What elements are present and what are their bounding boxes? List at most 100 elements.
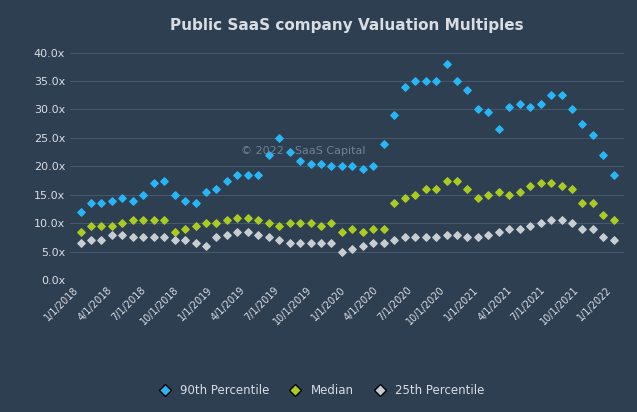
- Point: [577, 226, 587, 232]
- Point: [347, 226, 357, 232]
- Point: [546, 180, 556, 187]
- Point: [420, 78, 431, 84]
- Legend: 90th Percentile, Median, 25th Percentile: 90th Percentile, Median, 25th Percentile: [148, 379, 489, 402]
- Point: [462, 86, 473, 93]
- Point: [598, 234, 608, 241]
- Point: [222, 217, 232, 224]
- Point: [127, 234, 138, 241]
- Point: [117, 194, 127, 201]
- Point: [483, 109, 494, 116]
- Point: [138, 234, 148, 241]
- Point: [96, 237, 106, 243]
- Point: [462, 234, 473, 241]
- Point: [494, 189, 504, 195]
- Point: [138, 192, 148, 198]
- Point: [233, 214, 243, 221]
- Point: [243, 172, 253, 178]
- Point: [180, 226, 190, 232]
- Point: [347, 163, 357, 170]
- Point: [609, 217, 619, 224]
- Point: [410, 192, 420, 198]
- Point: [222, 232, 232, 238]
- Point: [368, 163, 378, 170]
- Point: [107, 232, 117, 238]
- Point: [378, 240, 389, 246]
- Point: [515, 101, 525, 107]
- Point: [337, 163, 347, 170]
- Point: [420, 234, 431, 241]
- Point: [159, 234, 169, 241]
- Point: [546, 92, 556, 98]
- Point: [337, 248, 347, 255]
- Point: [504, 192, 514, 198]
- Point: [169, 229, 180, 235]
- Point: [274, 237, 284, 243]
- Point: [441, 61, 452, 67]
- Point: [201, 243, 211, 249]
- Point: [96, 200, 106, 207]
- Point: [358, 166, 368, 173]
- Point: [504, 103, 514, 110]
- Point: [358, 243, 368, 249]
- Point: [378, 140, 389, 147]
- Point: [598, 211, 608, 218]
- Point: [138, 217, 148, 224]
- Point: [306, 160, 316, 167]
- Point: [389, 200, 399, 207]
- Point: [525, 103, 535, 110]
- Point: [274, 135, 284, 141]
- Point: [180, 197, 190, 204]
- Point: [588, 200, 598, 207]
- Point: [117, 232, 127, 238]
- Point: [169, 237, 180, 243]
- Point: [75, 208, 85, 215]
- Point: [86, 237, 96, 243]
- Point: [316, 160, 326, 167]
- Point: [75, 240, 85, 246]
- Point: [148, 217, 159, 224]
- Point: [295, 240, 305, 246]
- Point: [378, 226, 389, 232]
- Point: [117, 220, 127, 227]
- Point: [347, 246, 357, 252]
- Point: [452, 232, 462, 238]
- Point: [557, 92, 567, 98]
- Point: [410, 234, 420, 241]
- Point: [399, 83, 410, 90]
- Point: [243, 214, 253, 221]
- Point: [201, 220, 211, 227]
- Point: [588, 226, 598, 232]
- Point: [96, 223, 106, 229]
- Point: [148, 180, 159, 187]
- Point: [598, 152, 608, 158]
- Point: [190, 223, 201, 229]
- Point: [306, 240, 316, 246]
- Point: [233, 172, 243, 178]
- Point: [264, 220, 274, 227]
- Point: [609, 237, 619, 243]
- Point: [222, 177, 232, 184]
- Point: [368, 226, 378, 232]
- Point: [316, 240, 326, 246]
- Point: [557, 183, 567, 190]
- Point: [127, 217, 138, 224]
- Point: [536, 101, 546, 107]
- Point: [473, 106, 483, 113]
- Point: [326, 220, 336, 227]
- Point: [536, 220, 546, 227]
- Point: [264, 152, 274, 158]
- Point: [557, 217, 567, 224]
- Point: [211, 220, 222, 227]
- Point: [399, 194, 410, 201]
- Point: [368, 240, 378, 246]
- Point: [211, 186, 222, 192]
- Point: [577, 200, 587, 207]
- Point: [567, 106, 577, 113]
- Point: [494, 126, 504, 133]
- Point: [452, 78, 462, 84]
- Point: [399, 234, 410, 241]
- Point: [504, 226, 514, 232]
- Point: [253, 232, 263, 238]
- Point: [326, 163, 336, 170]
- Point: [264, 234, 274, 241]
